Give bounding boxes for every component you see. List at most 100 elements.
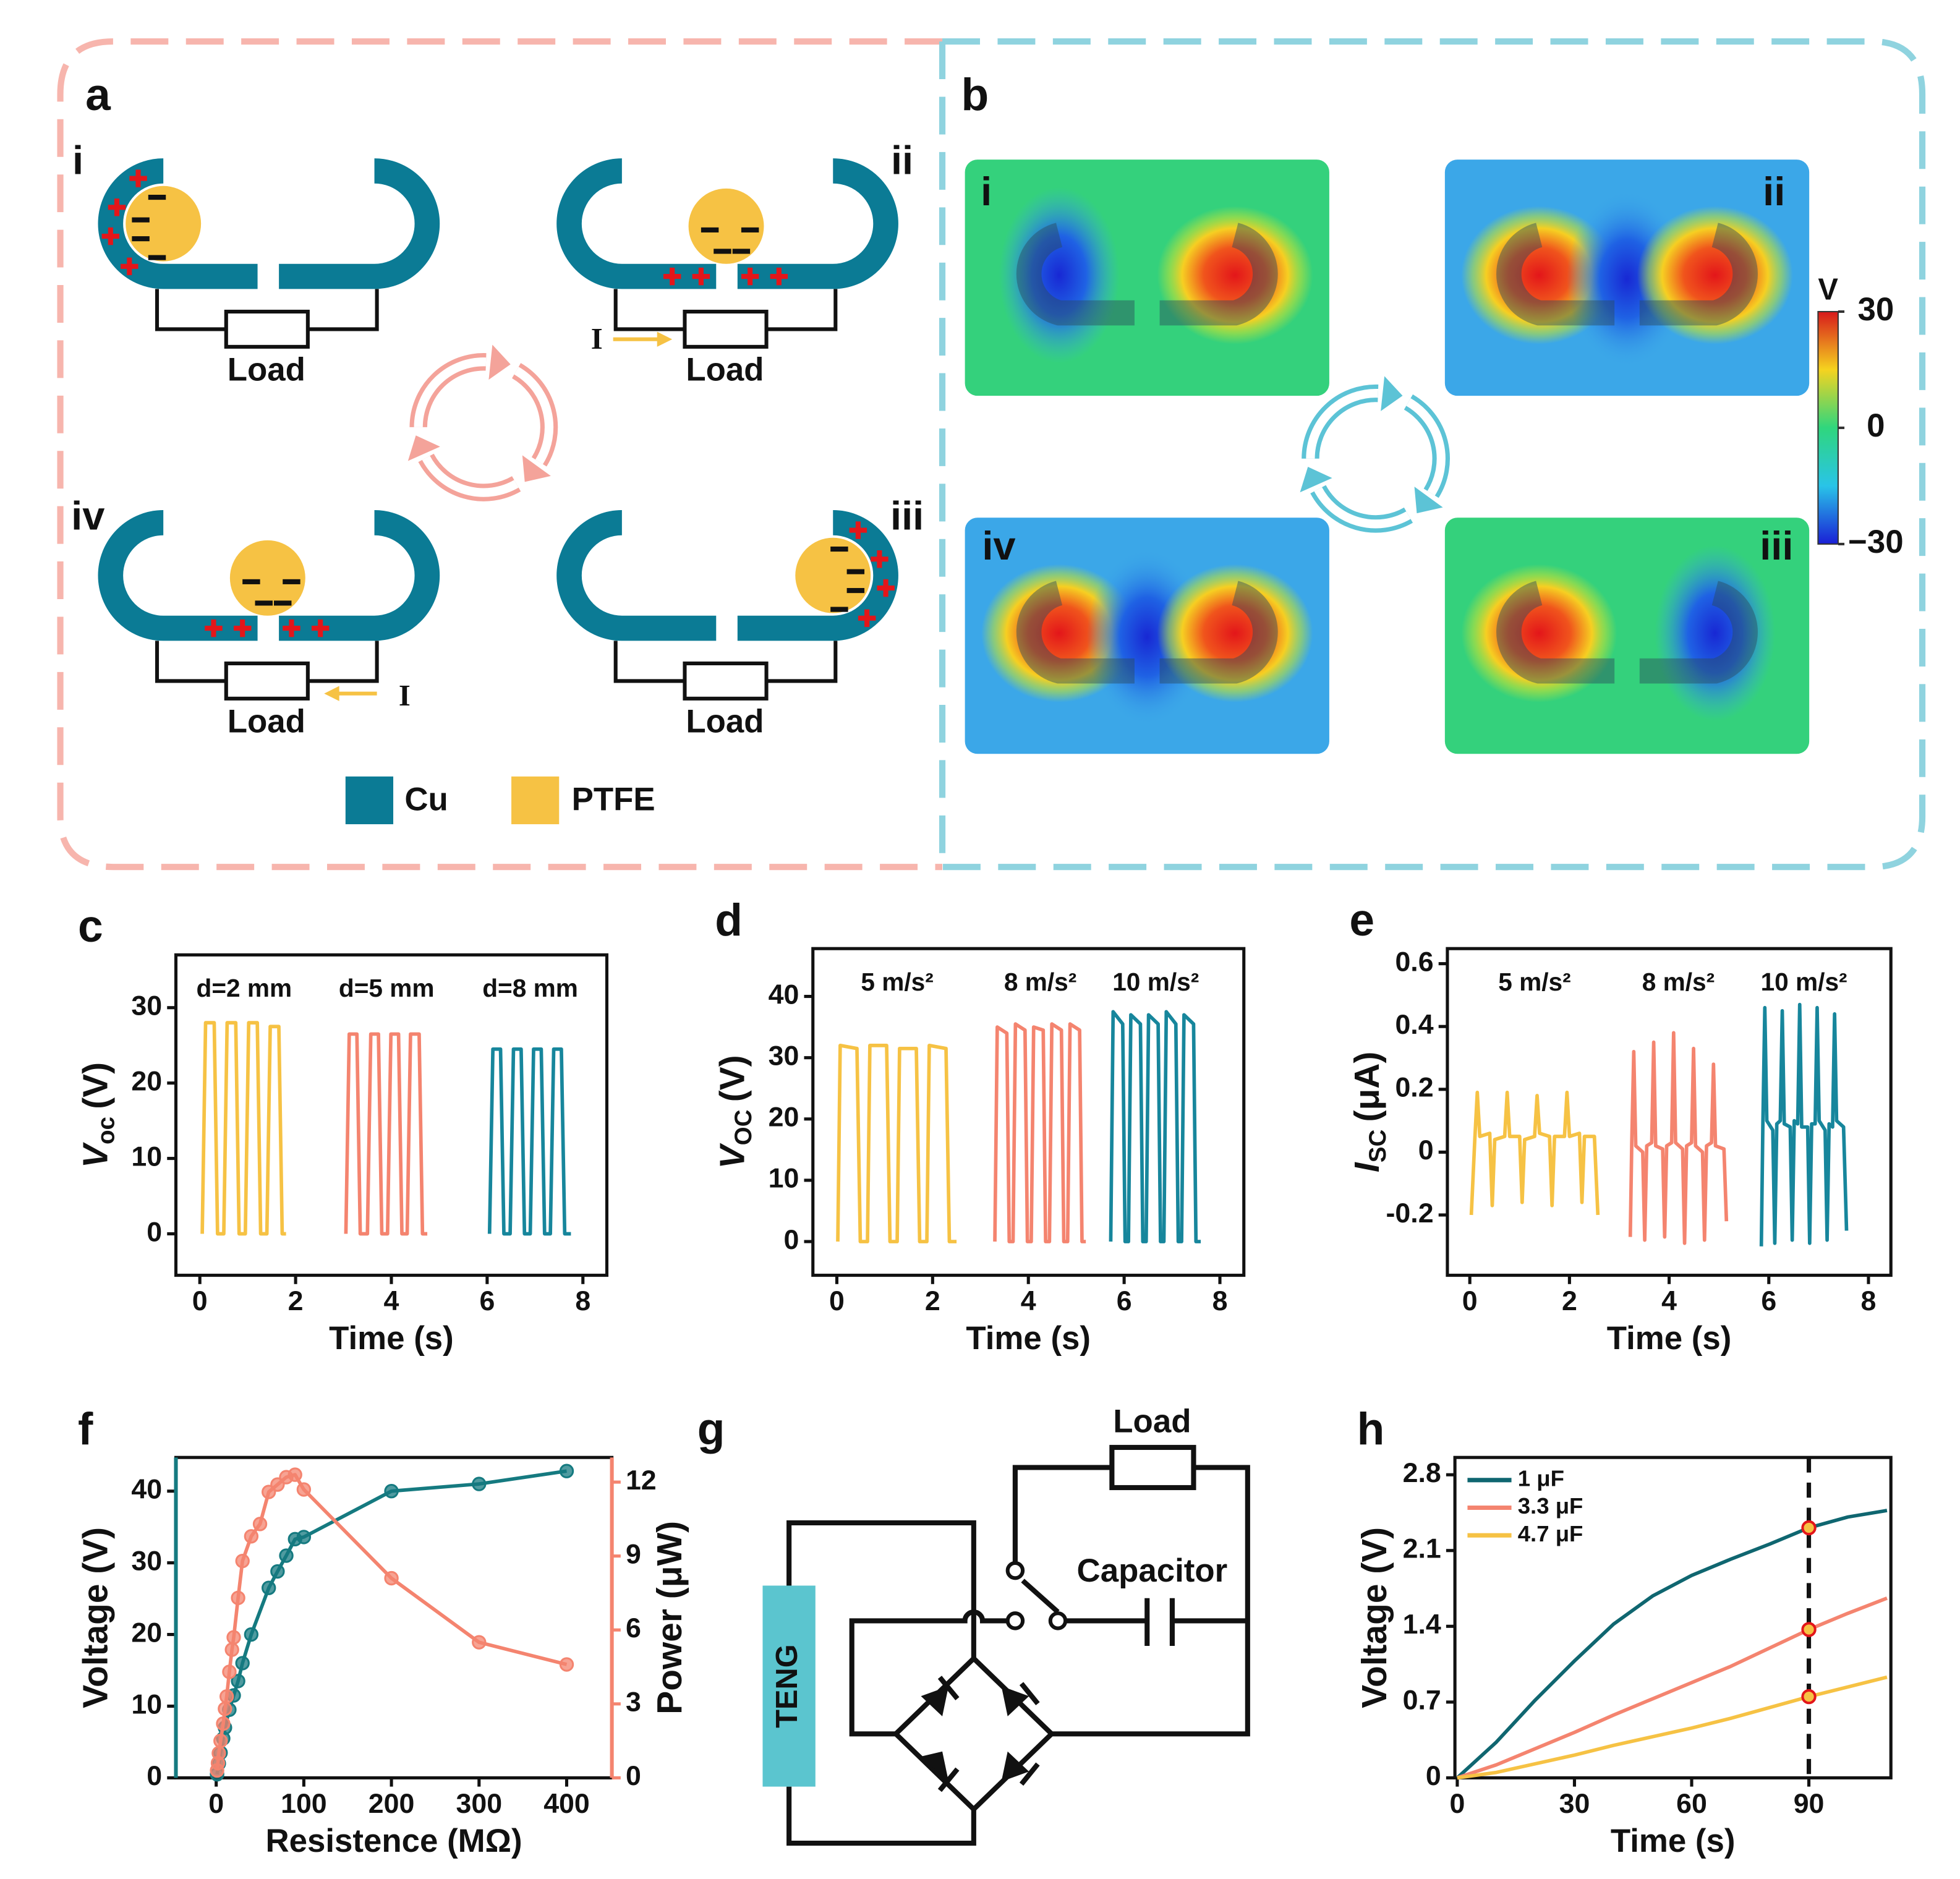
- y-tick-label: 0.4: [1395, 1010, 1433, 1040]
- electrode: [556, 510, 717, 641]
- data-point: [384, 1484, 399, 1499]
- positive-charge: [108, 227, 113, 245]
- y-tick-label: 10: [131, 1689, 162, 1719]
- load-wire: [155, 289, 379, 331]
- electrode-outline: [1159, 581, 1278, 684]
- legend-label: 1 μF: [1518, 1465, 1564, 1491]
- colorbar-tick-label: 0: [1867, 407, 1885, 444]
- data-point: [296, 1530, 312, 1545]
- positive-charge: [877, 550, 882, 568]
- panel-letter: f: [78, 1404, 93, 1454]
- y-axis-label-subscript: SC: [1365, 1130, 1391, 1163]
- negative-charge: [283, 579, 300, 584]
- capacitor-label: Capacitor: [1077, 1553, 1228, 1589]
- cycle-arrow-head: [522, 455, 551, 482]
- field-map: [1444, 160, 1810, 396]
- x-axis-label: Time (s): [1611, 1823, 1736, 1859]
- panel-letter: b: [961, 69, 989, 120]
- panel-a-border: [57, 38, 943, 871]
- series-label: 10 m/s²: [1112, 968, 1199, 996]
- x-tick-label: 4: [1661, 1286, 1677, 1316]
- teng-block: [762, 1585, 816, 1787]
- y-axis-label: Voc (V): [76, 1062, 120, 1168]
- load-label: Load: [686, 703, 764, 739]
- y-tick-label: 2.8: [1403, 1458, 1441, 1488]
- teng-label: TENG: [770, 1644, 804, 1728]
- negative-charge: [132, 236, 150, 242]
- ptfe-ball: [126, 185, 202, 262]
- electrode-outline: [1159, 223, 1278, 326]
- series-line: [1109, 1010, 1201, 1243]
- x-tick-label: 30: [1559, 1789, 1590, 1819]
- electrode: [279, 158, 440, 289]
- y-axis-label-symbol: V: [713, 1143, 752, 1169]
- y2-tick-label: 9: [626, 1539, 641, 1569]
- load-wire: [613, 289, 838, 331]
- state-label: ii: [1763, 169, 1785, 214]
- field-map: [1444, 518, 1810, 754]
- x-tick-label: 4: [1021, 1286, 1036, 1316]
- field-hot: [1637, 206, 1793, 344]
- state-label: iv: [982, 523, 1015, 568]
- series-label: 8 m/s²: [1642, 968, 1715, 996]
- y-tick-label: 2.1: [1403, 1534, 1441, 1564]
- series-label: d=2 mm: [197, 974, 292, 1002]
- electrode-outline: [1639, 581, 1758, 684]
- data-point: [219, 1689, 234, 1704]
- y-tick-label: 0: [147, 1761, 162, 1791]
- series-label: d=5 mm: [339, 974, 435, 1002]
- x-tick-label: 60: [1676, 1789, 1707, 1819]
- x-tick-label: 0: [1449, 1789, 1465, 1819]
- positive-charge: [127, 257, 132, 276]
- y-tick-label: 20: [131, 1617, 162, 1648]
- y-tick-label: 0: [1426, 1761, 1441, 1791]
- state-label: i: [981, 169, 992, 214]
- load-resistor: [224, 661, 310, 701]
- field-map: [965, 160, 1329, 396]
- y2-tick-label: 6: [626, 1613, 641, 1643]
- x-tick-label: 400: [543, 1789, 590, 1819]
- load-label: Load: [1113, 1403, 1191, 1439]
- electrode-outline: [1496, 223, 1615, 326]
- data-point: [235, 1656, 250, 1671]
- cycle-arrow-inner: [1306, 389, 1379, 459]
- cycle-arrow-inner: [1314, 487, 1411, 529]
- series-label: d=8 mm: [482, 974, 578, 1002]
- panel-letter: e: [1349, 895, 1374, 945]
- current-label: I: [399, 679, 411, 712]
- x-tick-label: 8: [1861, 1286, 1877, 1316]
- load-wire: [155, 641, 379, 683]
- electrode-outline: [1016, 223, 1135, 326]
- x-tick-label: 2: [1562, 1286, 1577, 1316]
- electrode: [737, 158, 898, 289]
- load-resistor: [683, 309, 769, 349]
- electrode-outline: [1639, 223, 1758, 326]
- load-label: Load: [686, 351, 764, 388]
- x-tick-label: 6: [1761, 1286, 1776, 1316]
- negative-charge: [714, 249, 731, 254]
- series-label: 8 m/s²: [1004, 968, 1076, 996]
- panel-letter: h: [1357, 1404, 1385, 1454]
- colorbar-tick-label: 30: [1857, 291, 1894, 328]
- y-axis-label: ISC (μA): [1347, 1052, 1391, 1172]
- negative-charge: [741, 227, 759, 232]
- positive-charge: [855, 521, 861, 539]
- negative-charge: [148, 255, 166, 260]
- positive-charge: [883, 579, 888, 597]
- negative-charge: [273, 600, 292, 606]
- series-line: [344, 1032, 428, 1236]
- series-line: [487, 1047, 571, 1236]
- circuit-wires: [786, 1465, 1250, 1846]
- x-axis-label: Resistence (MΩ): [265, 1823, 522, 1859]
- state: Load: [98, 510, 440, 739]
- legend-label: 3.3 μF: [1518, 1493, 1583, 1519]
- series-line: [1469, 1091, 1600, 1216]
- field-cold: [999, 187, 1120, 364]
- panel-letter: c: [78, 901, 103, 952]
- data-point: [213, 1733, 228, 1749]
- negative-charge: [148, 195, 166, 200]
- plot-frame: [1453, 1455, 1893, 1779]
- data-point: [472, 1635, 487, 1650]
- ptfe-ball: [795, 537, 871, 613]
- y-tick-label: 0: [147, 1217, 162, 1247]
